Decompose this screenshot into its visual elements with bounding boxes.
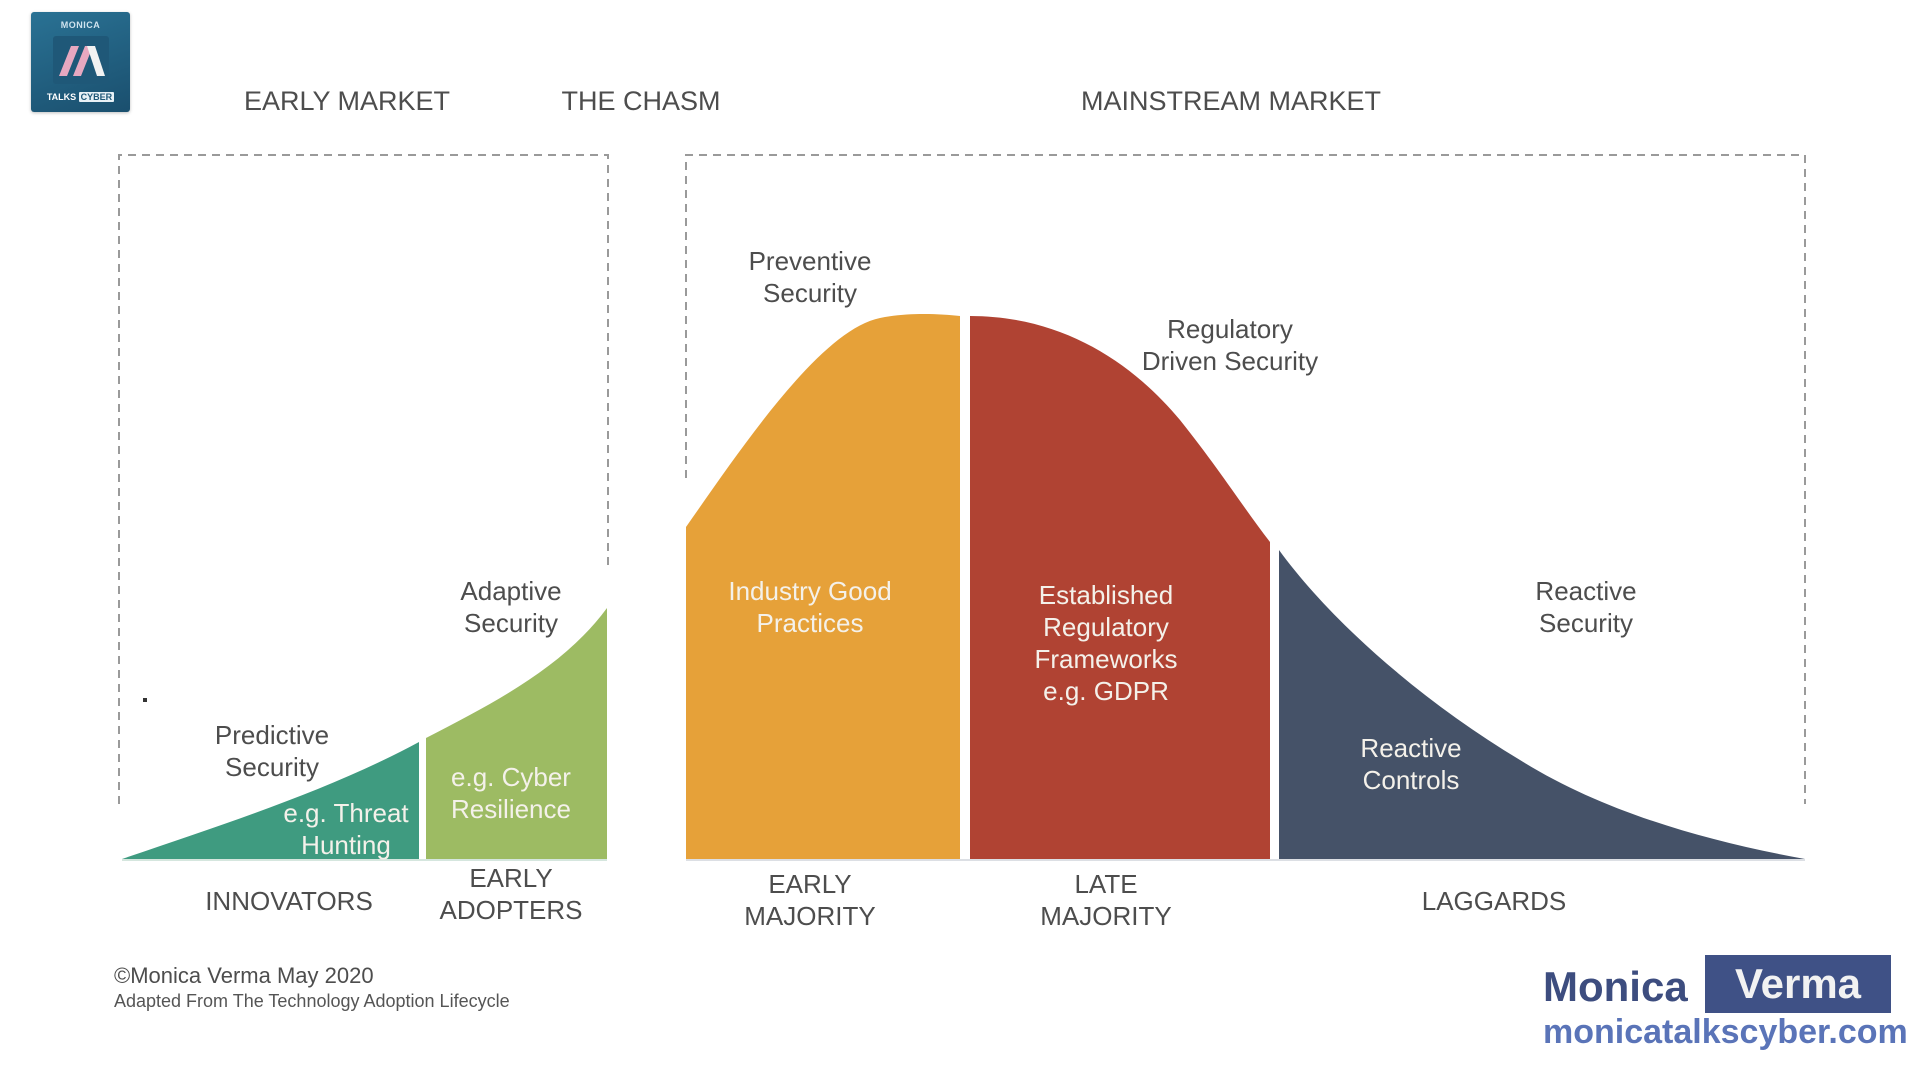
copyright-text: ©Monica Verma May 2020: [114, 963, 374, 988]
logo-top-text: MONICA: [60, 20, 101, 30]
stray-dot: [143, 698, 147, 702]
logo-talks: TALKS: [46, 92, 77, 102]
brand-first-name: Monica: [1543, 963, 1688, 1010]
brand-last-name: Verma: [1705, 955, 1891, 1013]
label-predictive-security: Predictive Security: [214, 720, 330, 782]
label-adaptive-security: Adaptive Security: [460, 576, 562, 638]
early-market-dashed-box: [118, 154, 609, 804]
category-laggards: LAGGARDS: [1421, 886, 1567, 916]
inner-industry-good-practices: Industry Good Practices: [728, 576, 892, 638]
label-regulatory-driven-security: Regulatory Driven Security: [1141, 314, 1319, 376]
category-early-majority: EARLY MAJORITY: [744, 869, 876, 931]
inner-reactive-controls: Reactive Controls: [1360, 733, 1462, 795]
inner-established-regulatory-frameworks: Established Regulatory Frameworks e.g. GDPR: [1034, 580, 1178, 706]
early-majority-segment: [686, 314, 960, 859]
laggards-segment: [1279, 550, 1805, 859]
logo-bottom-text: TALKS CYBER: [31, 92, 130, 102]
header-the-chasm: THE CHASM: [561, 86, 721, 116]
category-innovators: INNOVATORS: [205, 886, 373, 916]
early-adopters-segment: [426, 608, 607, 859]
header-early-market: EARLY MARKET: [243, 86, 451, 116]
category-late-majority: LATE MAJORITY: [1040, 869, 1172, 931]
innovators-segment: [122, 742, 419, 859]
header-mainstream-market: MAINSTREAM MARKET: [1080, 86, 1382, 116]
monica-talks-cyber-logo: MONICA TALKS CYBER: [31, 12, 130, 112]
source-text: Adapted From The Technology Adoption Lif…: [114, 991, 510, 1011]
logo-m-mark-icon: [53, 36, 109, 84]
mainstream-market-dashed-box: [685, 154, 1806, 804]
logo-cyber: CYBER: [78, 92, 115, 102]
label-reactive-security: Reactive Security: [1535, 576, 1637, 638]
inner-threat-hunting: e.g. Threat Hunting: [283, 798, 409, 860]
brand-website-link[interactable]: monicatalkscyber.com: [1543, 1013, 1908, 1051]
category-early-adopters: EARLY ADOPTERS: [439, 863, 583, 925]
late-majority-segment: [970, 316, 1270, 859]
inner-cyber-resilience: e.g. Cyber Resilience: [451, 762, 571, 824]
label-preventive-security: Preventive Security: [748, 246, 872, 308]
